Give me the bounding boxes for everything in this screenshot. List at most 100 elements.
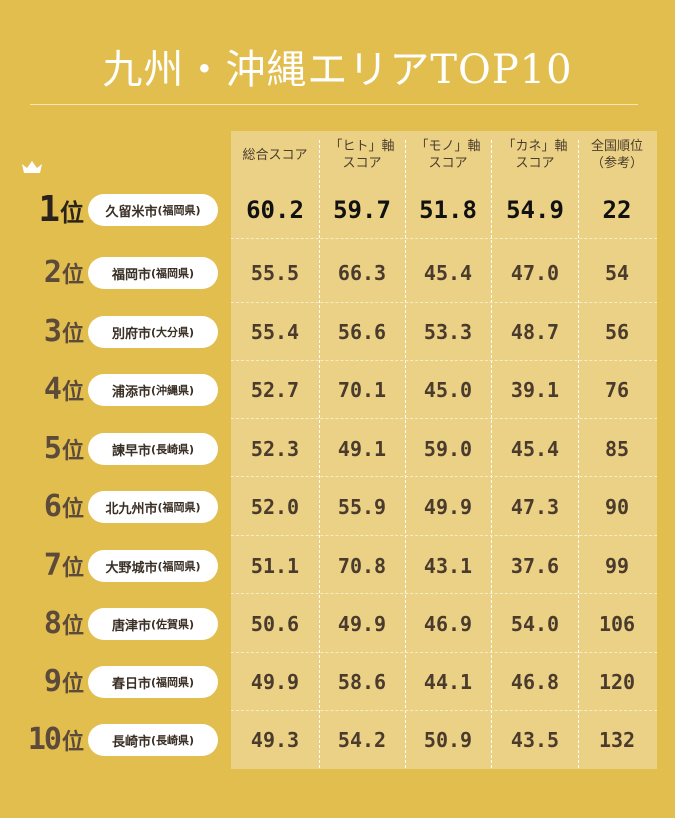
crown-icon: [22, 161, 42, 173]
rank-suffix: 位: [61, 380, 84, 405]
header-line: 「モノ」軸: [415, 139, 481, 154]
row-separator: [231, 302, 657, 303]
header-line: 全国順位: [590, 139, 643, 154]
city-name: 諫早市: [111, 443, 151, 459]
page-title: 九州・沖縄エリアTOP10: [102, 47, 573, 93]
prefecture-name: (佐賀県): [150, 618, 195, 631]
prefecture-name: (長崎県): [150, 734, 195, 747]
city-name: 大野城市: [105, 560, 158, 576]
rank-number: 2: [43, 255, 62, 290]
rank-suffix: 位: [61, 439, 84, 464]
rank-suffix: 位: [61, 614, 84, 639]
city-name: 浦添市: [111, 384, 151, 400]
rank-number: 9: [43, 664, 62, 699]
prefecture-name: (福岡県): [157, 501, 201, 514]
kane-score-cell: 47.0: [510, 261, 560, 285]
column-divider: [319, 140, 320, 768]
rank-number: 4: [43, 372, 62, 407]
city-name: 春日市: [111, 676, 151, 692]
kane-score-cell: 54.9: [506, 196, 564, 224]
row-separator: [231, 360, 657, 361]
rank-suffix: 位: [61, 322, 84, 347]
hito-score-cell: 59.7: [333, 196, 391, 224]
prefecture-name: (大分県): [150, 326, 195, 339]
mono-score-cell: 51.8: [419, 196, 477, 224]
header-line: 「ヒト」軸: [329, 139, 395, 154]
rank-suffix: 位: [61, 263, 84, 288]
kane-score-cell: 39.1: [510, 378, 560, 402]
national-rank-cell: 22: [602, 196, 632, 224]
hito-score-cell: 55.9: [337, 495, 387, 519]
prefecture-name: (福岡県): [150, 676, 195, 689]
city-pill: 諫早市 (長崎県): [88, 433, 218, 465]
prefecture-name: (福岡県): [157, 204, 201, 217]
hito-score-cell: 70.1: [337, 378, 387, 402]
national-rank-cell: 54: [604, 261, 630, 285]
mono-score-cell: 45.0: [423, 378, 473, 402]
title-underline: [30, 104, 638, 105]
national-rank-cell: 120: [598, 670, 636, 694]
city-pill: 久留米市 (福岡県): [88, 194, 218, 226]
rank-number: 3: [43, 314, 62, 349]
city-pill: 福岡市 (福岡県): [88, 257, 218, 289]
mono-score-cell: 49.9: [423, 495, 473, 519]
city-pill: 別府市 (大分県): [88, 316, 218, 348]
total-score-cell: 52.0: [250, 495, 300, 519]
city-pill: 北九州市 (福岡県): [88, 491, 218, 523]
column-divider: [578, 140, 579, 768]
hito-score-cell: 49.1: [337, 437, 387, 461]
column-divider: [491, 140, 492, 768]
total-score-cell: 49.3: [250, 728, 300, 752]
mono-score-cell: 43.1: [423, 554, 473, 578]
hito-score-cell: 58.6: [337, 670, 387, 694]
kane-score-cell: 46.8: [510, 670, 560, 694]
header-hito-score: 「ヒト」軸 スコア: [319, 134, 405, 176]
hito-score-cell: 70.8: [337, 554, 387, 578]
row-separator: [231, 535, 657, 536]
header-line: 「カネ」軸: [502, 139, 568, 154]
prefecture-name: (福岡県): [150, 267, 195, 280]
column-divider: [405, 140, 406, 768]
total-score-cell: 52.7: [250, 378, 300, 402]
city-name: 久留米市: [105, 204, 158, 220]
rank-suffix: 位: [60, 199, 84, 227]
rank-number: 6: [43, 489, 62, 524]
national-rank-cell: 56: [604, 320, 630, 344]
city-pill: 浦添市 (沖縄県): [88, 374, 218, 406]
city-name: 福岡市: [111, 267, 151, 283]
row-separator: [231, 710, 657, 711]
hito-score-cell: 66.3: [337, 261, 387, 285]
kane-score-cell: 45.4: [510, 437, 560, 461]
city-name: 長崎市: [111, 734, 151, 750]
kane-score-cell: 48.7: [510, 320, 560, 344]
rank-number: 8: [43, 606, 62, 641]
mono-score-cell: 45.4: [423, 261, 473, 285]
hito-score-cell: 54.2: [337, 728, 387, 752]
national-rank-cell: 106: [598, 612, 636, 636]
kane-score-cell: 43.5: [510, 728, 560, 752]
total-score-cell: 55.5: [250, 261, 300, 285]
total-score-cell: 49.9: [250, 670, 300, 694]
header-mono-score: 「モノ」軸 スコア: [405, 134, 491, 176]
kane-score-cell: 54.0: [510, 612, 560, 636]
rank-suffix: 位: [61, 556, 84, 581]
header-line: スコア: [428, 156, 468, 171]
header-kane-score: 「カネ」軸 スコア: [492, 134, 578, 176]
city-pill: 長崎市 (長崎県): [88, 724, 218, 756]
total-score-cell: 52.3: [250, 437, 300, 461]
header-line: スコア: [515, 156, 555, 171]
row-separator: [231, 593, 657, 594]
national-rank-cell: 76: [604, 378, 630, 402]
header-line: （参考）: [590, 156, 643, 171]
national-rank-cell: 99: [604, 554, 630, 578]
header-line: 総合スコア: [242, 147, 308, 163]
city-name: 唐津市: [111, 618, 151, 634]
header-line: スコア: [342, 156, 382, 171]
